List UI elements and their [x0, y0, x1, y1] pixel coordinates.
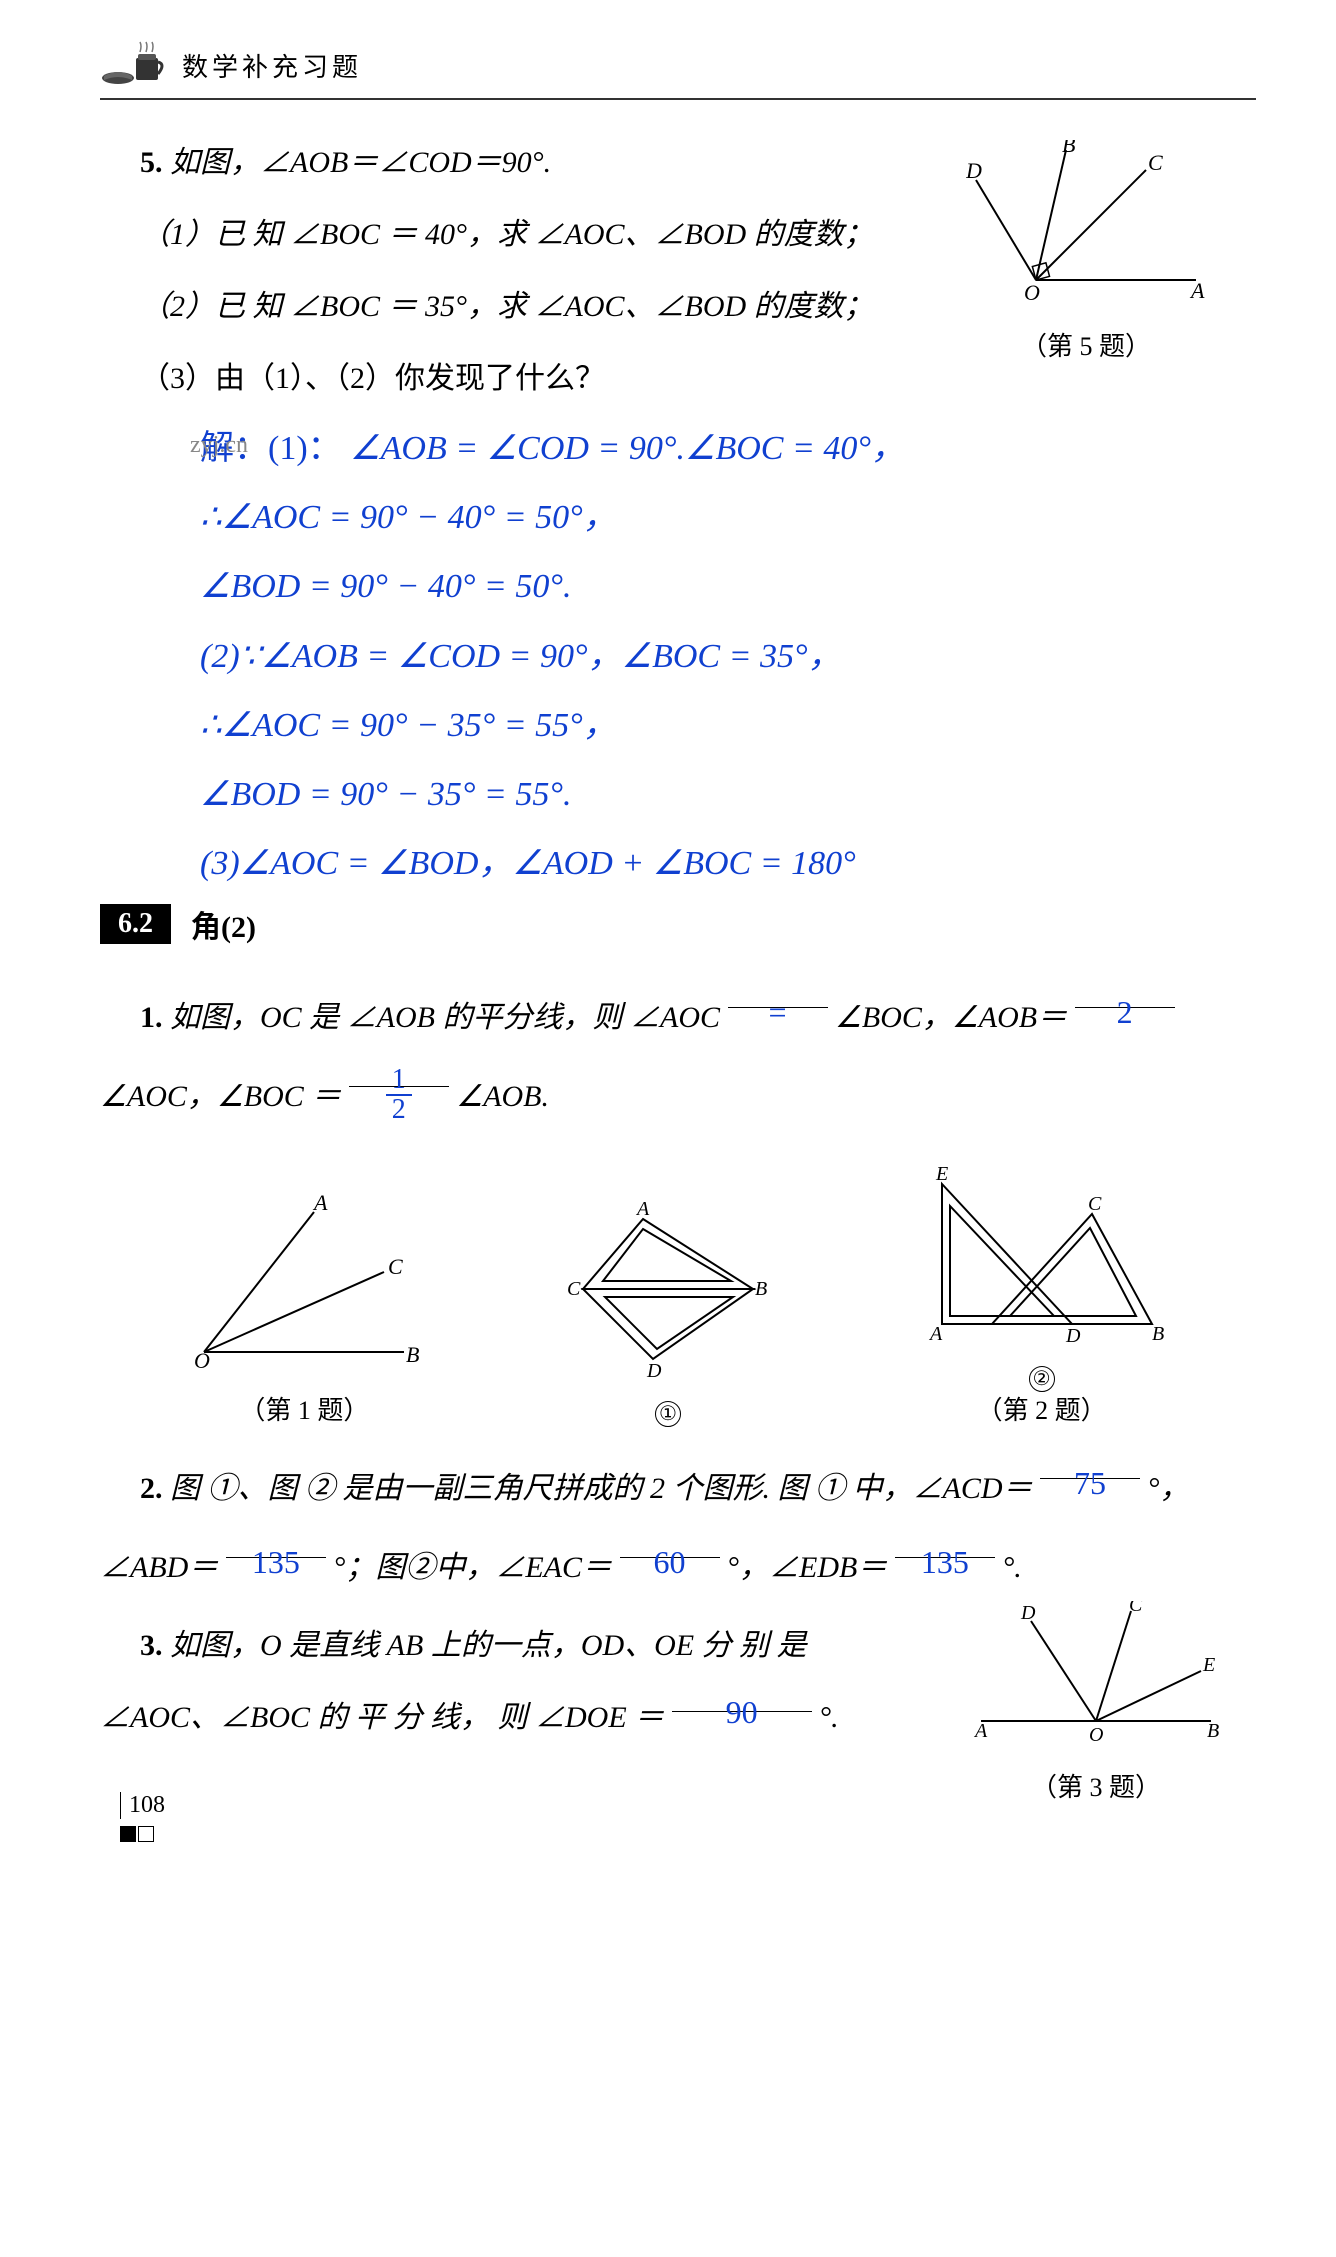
svg-text:A: A — [928, 1323, 943, 1344]
page-header: 数学补充习题 — [100, 40, 1256, 100]
question-2: 2. 图 ①、图 ② 是由一副三角尺拼成的 2 个图形. 图 ① 中，∠ACD＝… — [100, 1447, 1256, 1605]
svg-text:A: A — [1189, 278, 1205, 303]
section-number: 6.2 — [100, 904, 171, 944]
svg-text:B: B — [1062, 140, 1075, 157]
q5-part1: （1）已 知 ∠BOC ＝ 40°，求 ∠AOC、∠BOD 的度数； — [100, 202, 900, 268]
svg-text:A: A — [635, 1199, 650, 1220]
sol-line-5: ∴∠AOC = 90° − 35° = 55°， — [200, 695, 1256, 756]
square-empty-icon — [138, 1826, 154, 1842]
svg-text:O: O — [194, 1348, 210, 1372]
figure-q2-1: A B C D ① — [553, 1199, 783, 1427]
sol-line-3: ∠BOD = 90° − 40° = 50°. — [200, 556, 1256, 617]
q1-caption: （第 1 题） — [184, 1390, 424, 1427]
question-3: 3. 如图，O 是直线 AB 上的一点，OD、OE 分 别 是 ∠AOC、∠BO… — [100, 1611, 1256, 1752]
q5-caption: （第 5 题） — [956, 326, 1216, 363]
q3-figure: A B C D E O （第 3 题） — [966, 1601, 1226, 1804]
figure-q1: O A C B （第 1 题） — [184, 1192, 424, 1427]
svg-text:O: O — [1089, 1724, 1103, 1746]
header-title: 数学补充习题 — [182, 47, 362, 84]
sol-line-1: 解：(1)： ∠AOB = ∠COD = 90°.∠BOC = 40°， — [200, 418, 1256, 479]
svg-text:C: C — [1148, 150, 1163, 175]
svg-text:D: D — [966, 158, 982, 183]
sol-line-2: ∴∠AOC = 90° − 40° = 50°， — [200, 487, 1256, 548]
q2-blank-3: 60 — [620, 1526, 720, 1558]
circled-1: ① — [655, 1401, 681, 1427]
svg-text:C: C — [1129, 1601, 1143, 1616]
svg-text:E: E — [935, 1164, 948, 1185]
q5-figure: A B C D O （第 5 题） — [956, 140, 1216, 363]
svg-text:B: B — [1207, 1720, 1219, 1742]
svg-text:E: E — [1202, 1654, 1215, 1676]
question-1: 1. 如图，OC 是 ∠AOB 的平分线，则 ∠AOC = ∠BOC，∠AOB＝… — [100, 976, 1256, 1134]
svg-text:O: O — [1024, 280, 1040, 305]
svg-text:B: B — [755, 1278, 767, 1300]
svg-text:D: D — [1020, 1602, 1036, 1624]
solution-block: zyj.cn 解：(1)： ∠AOB = ∠COD = 90°.∠BOC = 4… — [200, 418, 1256, 894]
q3-blank: 90 — [672, 1680, 812, 1712]
book-cup-icon — [100, 40, 170, 90]
svg-text:C: C — [567, 1278, 581, 1300]
square-filled-icon — [120, 1826, 136, 1842]
svg-text:C: C — [388, 1254, 403, 1279]
svg-text:D: D — [1065, 1325, 1081, 1344]
q1-blank-3: 12 — [349, 1055, 449, 1087]
circled-2: ② — [1029, 1366, 1055, 1392]
q5-part2: （2）已 知 ∠BOC ＝ 35°，求 ∠AOC、∠BOD 的度数； — [100, 274, 900, 340]
q2-caption: （第 2 题） — [912, 1390, 1172, 1427]
q2-blank-2: 135 — [226, 1526, 326, 1558]
figure-q2-2: E A C D B ② （第 2 题） — [912, 1164, 1172, 1427]
sol-line-4: (2)∵∠AOB = ∠COD = 90°，∠BOC = 35°， — [200, 626, 1256, 687]
q2-blank-4: 135 — [895, 1526, 995, 1558]
svg-text:A: A — [312, 1192, 328, 1215]
sol-line-7: (3)∠AOC = ∠BOD，∠AOD + ∠BOC = 180° — [200, 833, 1256, 894]
q2-blank-1: 75 — [1040, 1447, 1140, 1479]
svg-text:B: B — [1152, 1323, 1164, 1344]
svg-text:A: A — [973, 1720, 988, 1742]
svg-text:D: D — [646, 1360, 662, 1379]
q3-caption: （第 3 题） — [966, 1767, 1226, 1804]
figures-row: O A C B （第 1 题） A B C D ① E A C D — [120, 1164, 1236, 1427]
section-title: 角(2) — [191, 902, 256, 946]
svg-text:B: B — [406, 1342, 419, 1367]
watermark: zyj.cn — [190, 424, 248, 467]
svg-text:C: C — [1088, 1193, 1102, 1215]
q1-blank-2: 2 — [1075, 976, 1175, 1008]
sol-line-6: ∠BOD = 90° − 35° = 55°. — [200, 764, 1256, 825]
q1-blank-1: = — [728, 976, 828, 1008]
section-header: 6.2 角(2) — [100, 902, 1256, 946]
question-5: 5. 如图，∠AOB＝∠COD＝90°. （1）已 知 ∠BOC ＝ 40°，求… — [100, 130, 1256, 412]
